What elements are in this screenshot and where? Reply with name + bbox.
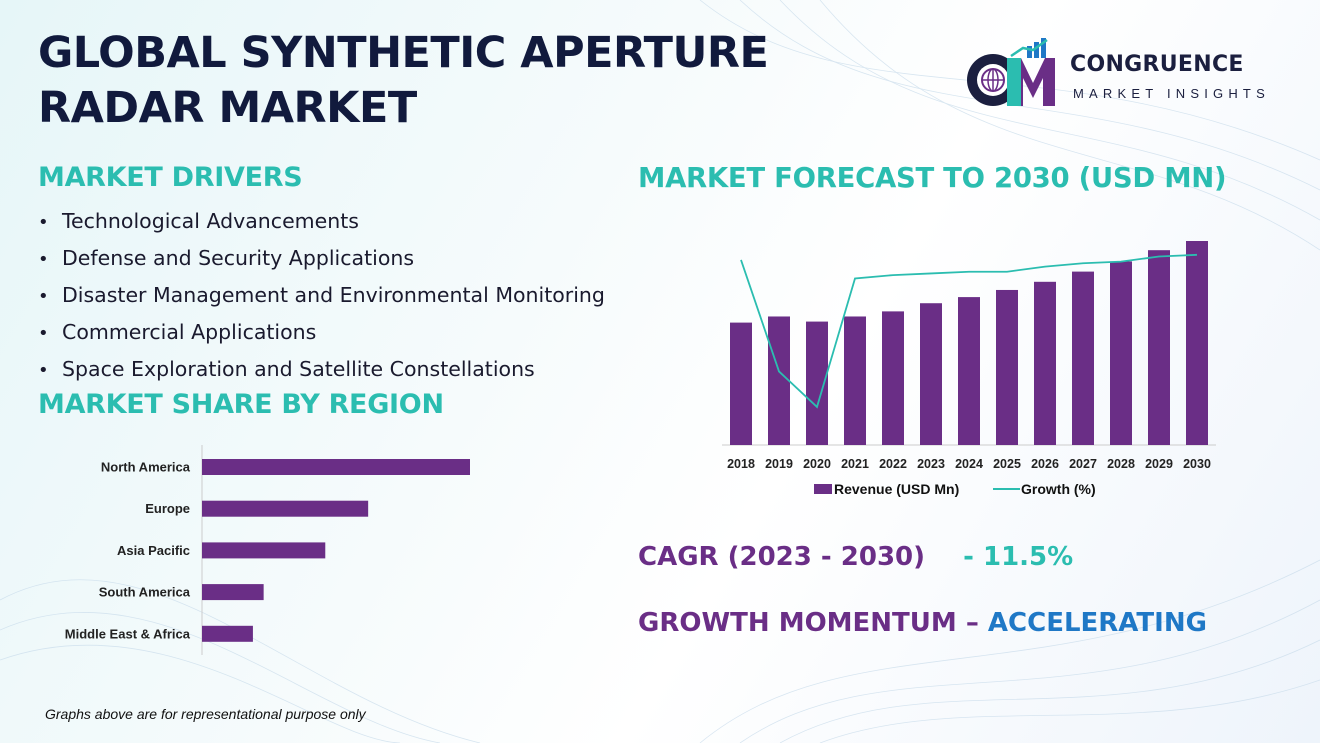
bullet-icon: • bbox=[38, 360, 49, 381]
bullet-icon: • bbox=[38, 286, 49, 307]
driver-label: Commercial Applications bbox=[62, 320, 317, 344]
driver-item: • Technological Advancements bbox=[38, 205, 605, 242]
footnote: Graphs above are for representational pu… bbox=[45, 706, 366, 722]
cagr-value: - 11.5% bbox=[963, 542, 1074, 572]
driver-label: Defense and Security Applications bbox=[62, 246, 415, 270]
logo-mark-icon bbox=[967, 38, 1055, 106]
driver-label: Space Exploration and Satellite Constell… bbox=[62, 357, 535, 381]
bullet-icon: • bbox=[38, 323, 49, 344]
driver-label: Disaster Management and Environmental Mo… bbox=[62, 283, 605, 307]
momentum-label: GROWTH MOMENTUM – bbox=[638, 608, 979, 638]
bullet-icon: • bbox=[38, 212, 49, 233]
growth-momentum-stat: GROWTH MOMENTUM – ACCELERATING bbox=[638, 608, 1207, 638]
market-forecast-heading: MARKET FORECAST TO 2030 (USD MN) bbox=[638, 162, 1227, 194]
momentum-value: ACCELERATING bbox=[987, 608, 1207, 638]
logo-subtitle: MARKET INSIGHTS bbox=[1073, 86, 1270, 101]
driver-item: • Defense and Security Applications bbox=[38, 242, 605, 279]
driver-item: • Commercial Applications bbox=[38, 316, 605, 353]
page-title-line1: GLOBAL SYNTHETIC APERTURE bbox=[38, 28, 769, 78]
cagr-stat: CAGR (2023 - 2030) - 11.5% bbox=[638, 542, 1073, 572]
driver-item: • Space Exploration and Satellite Constel… bbox=[38, 353, 605, 390]
market-drivers-list: • Technological Advancements • Defense and… bbox=[38, 205, 605, 390]
company-logo: CONGRUENCE MARKET INSIGHTS bbox=[963, 38, 1283, 108]
driver-label: Technological Advancements bbox=[62, 209, 359, 233]
market-drivers-heading: MARKET DRIVERS bbox=[38, 162, 303, 193]
bullet-icon: • bbox=[38, 249, 49, 270]
logo-name: CONGRUENCE bbox=[1070, 52, 1244, 77]
driver-item: • Disaster Management and Environmental M… bbox=[38, 279, 605, 316]
market-share-heading: MARKET SHARE BY REGION bbox=[38, 389, 444, 420]
page-title: GLOBAL SYNTHETIC APERTURE RADAR MARKET bbox=[38, 26, 769, 136]
page-title-line2: RADAR MARKET bbox=[38, 83, 417, 133]
cagr-label: CAGR (2023 - 2030) bbox=[638, 542, 926, 572]
